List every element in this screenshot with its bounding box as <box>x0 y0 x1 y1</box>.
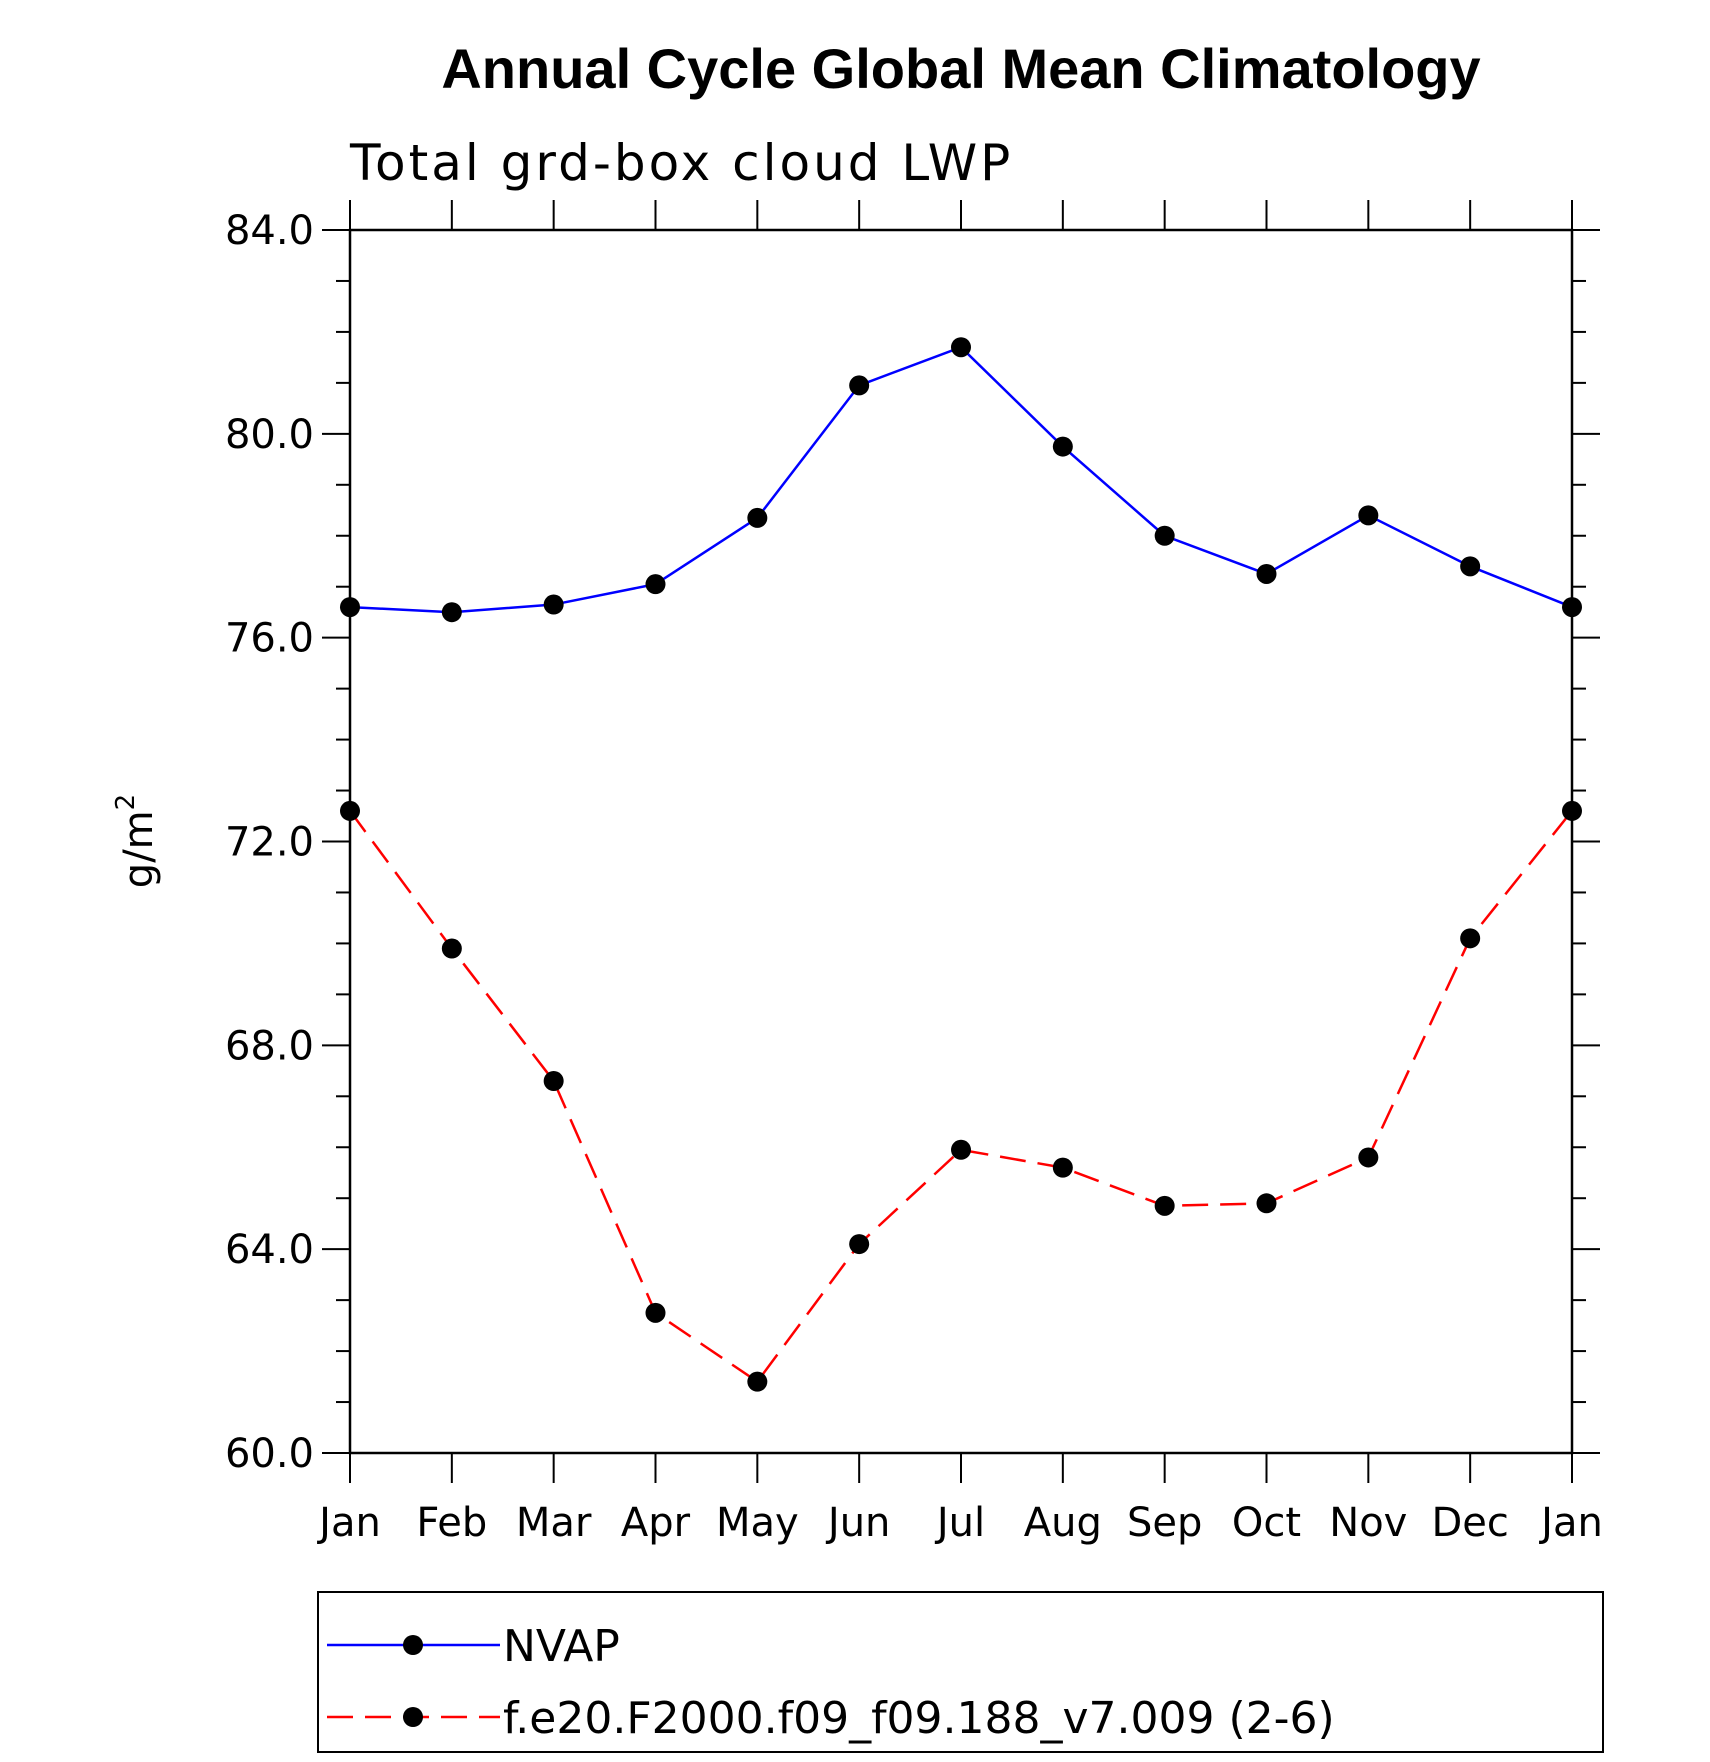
x-tick-label: Nov <box>1329 1500 1407 1546</box>
data-point <box>1052 436 1073 457</box>
data-point <box>1460 928 1481 949</box>
x-tick-label: Jul <box>934 1500 985 1546</box>
data-point <box>441 602 462 623</box>
data-point <box>1460 556 1481 577</box>
data-point <box>1154 1195 1175 1216</box>
data-point <box>645 1302 666 1323</box>
x-tick-label: Jan <box>316 1500 381 1546</box>
data-point <box>1358 505 1379 526</box>
legend: NVAP f.e20.F2000.f09_f09.188_v7.009 (2-6) <box>327 1621 1335 1744</box>
legend-marker <box>403 1707 423 1727</box>
data-point <box>645 574 666 595</box>
legend-box <box>317 1591 1604 1753</box>
data-point <box>340 597 360 618</box>
data-point <box>849 1234 870 1255</box>
series-group <box>340 337 1582 1392</box>
x-tick-label: Aug <box>1024 1500 1102 1546</box>
data-point <box>1562 800 1582 821</box>
data-point <box>1562 597 1582 618</box>
x-tick-label: Oct <box>1232 1500 1301 1546</box>
data-point <box>1358 1147 1379 1168</box>
plot-frame <box>348 228 1574 1455</box>
y-tick-label: 64.0 <box>225 1227 314 1273</box>
x-tick-label: Dec <box>1431 1500 1508 1546</box>
y-tick-label: 60.0 <box>225 1431 314 1477</box>
y-tick-label: 72.0 <box>225 820 314 866</box>
chart-title: Annual Cycle Global Mean Climatology <box>441 37 1480 100</box>
legend-marker <box>403 1635 423 1655</box>
y-tick-label: 84.0 <box>225 208 314 254</box>
y-axis-label: g/m2 <box>111 794 162 888</box>
x-tick-label: Apr <box>621 1500 691 1546</box>
x-tick-label: Feb <box>416 1500 487 1546</box>
x-tick-label: Mar <box>516 1500 592 1546</box>
data-point <box>1052 1157 1073 1178</box>
data-point <box>747 507 768 528</box>
data-point <box>1256 563 1277 584</box>
x-tick-label: May <box>716 1500 799 1546</box>
data-point <box>747 1371 768 1392</box>
y-tick-label: 76.0 <box>225 616 314 662</box>
data-point <box>849 375 870 396</box>
series-line-0 <box>349 345 1573 614</box>
axis-ticks <box>322 200 1600 1483</box>
x-tick-label: Sep <box>1127 1500 1202 1546</box>
chart-subtitle: Total grd-box cloud LWP <box>349 134 1013 192</box>
data-point <box>1256 1193 1277 1214</box>
y-tick-labels: 60.0 64.0 68.0 72.0 76.0 80.0 84.0 <box>225 208 314 1477</box>
data-point <box>1154 525 1175 546</box>
data-point <box>340 800 360 821</box>
x-tick-label: Jan <box>1538 1500 1603 1546</box>
data-point <box>543 1071 564 1092</box>
legend-label: f.e20.F2000.f09_f09.188_v7.009 (2-6) <box>503 1693 1335 1744</box>
data-point <box>951 337 971 358</box>
data-point <box>543 594 564 615</box>
legend-label: NVAP <box>503 1621 620 1672</box>
y-tick-label: 68.0 <box>225 1023 314 1069</box>
y-tick-label: 80.0 <box>225 412 314 458</box>
x-tick-label: Jun <box>825 1500 891 1546</box>
series-line-1 <box>348 810 1573 1384</box>
data-point <box>441 938 462 959</box>
x-tick-labels: Jan Feb Mar Apr May Jun Jul Aug Sep Oct Nov Dec Jan <box>316 1500 1603 1546</box>
data-point <box>951 1139 971 1160</box>
